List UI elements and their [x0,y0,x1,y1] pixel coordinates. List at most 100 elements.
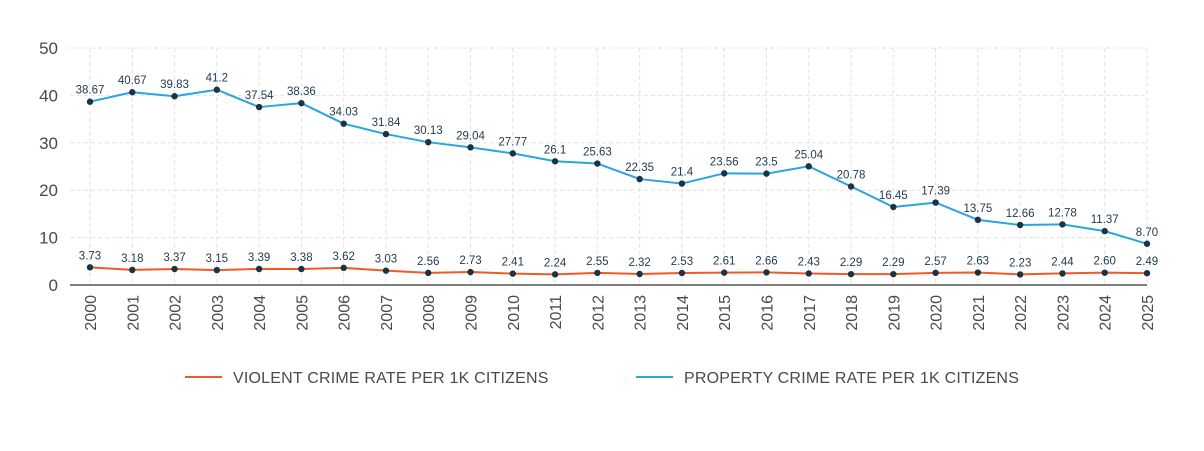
x-tick-label: 2024 [1098,295,1115,331]
data-point [340,264,347,272]
data-label: 3.03 [375,254,397,266]
grid-lines [70,47,1148,285]
data-point [721,269,728,276]
y-tick-label: 0 [49,276,58,295]
x-tick-label: 2013 [633,295,650,331]
data-label: 2.24 [544,257,567,269]
data-label: 31.84 [372,117,401,129]
data-label: 21.4 [671,167,694,179]
data-point [86,98,94,105]
data-label: 11.37 [1091,214,1119,226]
data-point [1059,270,1066,277]
data-point [425,138,432,146]
y-tick-label: 50 [39,39,58,58]
x-tick-label: 2014 [675,295,692,331]
data-label: 2.32 [628,257,650,269]
data-label: 16.45 [879,190,908,202]
data-label: 23.5 [755,157,777,169]
data-label: 2.63 [967,256,989,268]
x-tick-label: 2004 [252,295,269,331]
legend: VIOLENT CRIME RATE PER 1K CITIZENS PROPER… [185,370,1019,387]
data-point [129,266,136,274]
data-label: 2.56 [417,256,439,268]
x-tick-label: 2010 [506,295,523,331]
data-point [763,269,770,276]
y-tick-label: 40 [39,86,58,105]
data-label: 3.37 [163,252,185,264]
data-label: 3.18 [121,253,143,265]
data-point [298,99,305,107]
data-point [974,269,982,276]
data-point [1143,240,1151,247]
data-point [1016,271,1024,278]
data-point [551,271,559,278]
data-point [340,120,347,127]
x-tick-label: 2015 [717,295,734,331]
x-axis: 2000 2001 2002 2003 2004 2005 2006 2007 2008 2009… [83,295,1157,331]
data-point [847,183,855,190]
data-point [1059,221,1066,228]
x-tick-label: 2012 [590,295,607,331]
data-label: 3.38 [290,252,312,264]
data-label: 2.60 [1094,256,1116,268]
data-label: 29.04 [456,130,485,142]
x-tick-label: 2023 [1055,295,1072,331]
data-label: 17.39 [921,186,950,198]
x-tick-label: 2021 [971,295,988,331]
x-tick-label: 2020 [929,295,946,331]
data-point [129,89,136,96]
data-point [551,158,559,165]
data-point [763,170,770,177]
data-label: 25.63 [583,147,612,159]
data-point [509,150,516,157]
data-label: 3.39 [248,252,270,264]
data-point [425,269,432,277]
data-point [1101,269,1108,276]
y-axis: 0 10 20 30 40 50 [39,39,1147,295]
x-tick-label: 2005 [294,295,311,331]
x-tick-label: 2025 [1140,295,1157,331]
x-tick-label: 2011 [548,295,565,330]
x-tick-label: 2001 [125,295,142,331]
data-point [213,86,221,93]
legend-label-0: VIOLENT CRIME RATE PER 1K CITIZENS [233,370,549,387]
data-label: 2.23 [1009,257,1031,269]
x-tick-label: 2008 [421,295,438,331]
data-point [1016,221,1024,229]
legend-label-1: PROPERTY CRIME RATE PER 1K CITIZENS [684,370,1019,387]
data-label: 3.15 [206,253,228,265]
data-label: 40.67 [118,75,147,87]
data-point [382,130,390,138]
x-tick-label: 2007 [379,295,396,331]
data-point [509,270,516,277]
data-point [255,103,263,111]
series-lines [86,86,1151,278]
data-label: 2.41 [502,257,524,269]
x-tick-label: 2003 [210,295,227,331]
series-line-1 [89,88,1148,245]
data-label: 12.66 [1006,208,1035,220]
data-label: 2.66 [755,255,777,267]
data-point [721,170,728,177]
data-point [298,265,305,273]
data-label: 26.1 [544,144,566,156]
data-point [594,269,601,277]
data-label: 2.29 [882,257,904,269]
data-label: 13.75 [963,203,992,215]
data-point [974,216,982,224]
data-label: 8.70 [1136,227,1158,239]
data-label: 2.29 [840,257,862,269]
data-label: 2.49 [1136,256,1158,268]
data-point [805,163,812,170]
data-label: 37.54 [245,90,274,102]
data-label: 20.78 [837,170,866,182]
data-point [255,265,263,273]
data-label: 2.55 [586,256,608,268]
y-tick-label: 20 [39,181,58,200]
data-label: 12.78 [1048,207,1077,219]
x-tick-label: 2000 [83,295,100,331]
data-label: 2.43 [798,256,820,268]
data-label: 30.13 [414,125,443,137]
